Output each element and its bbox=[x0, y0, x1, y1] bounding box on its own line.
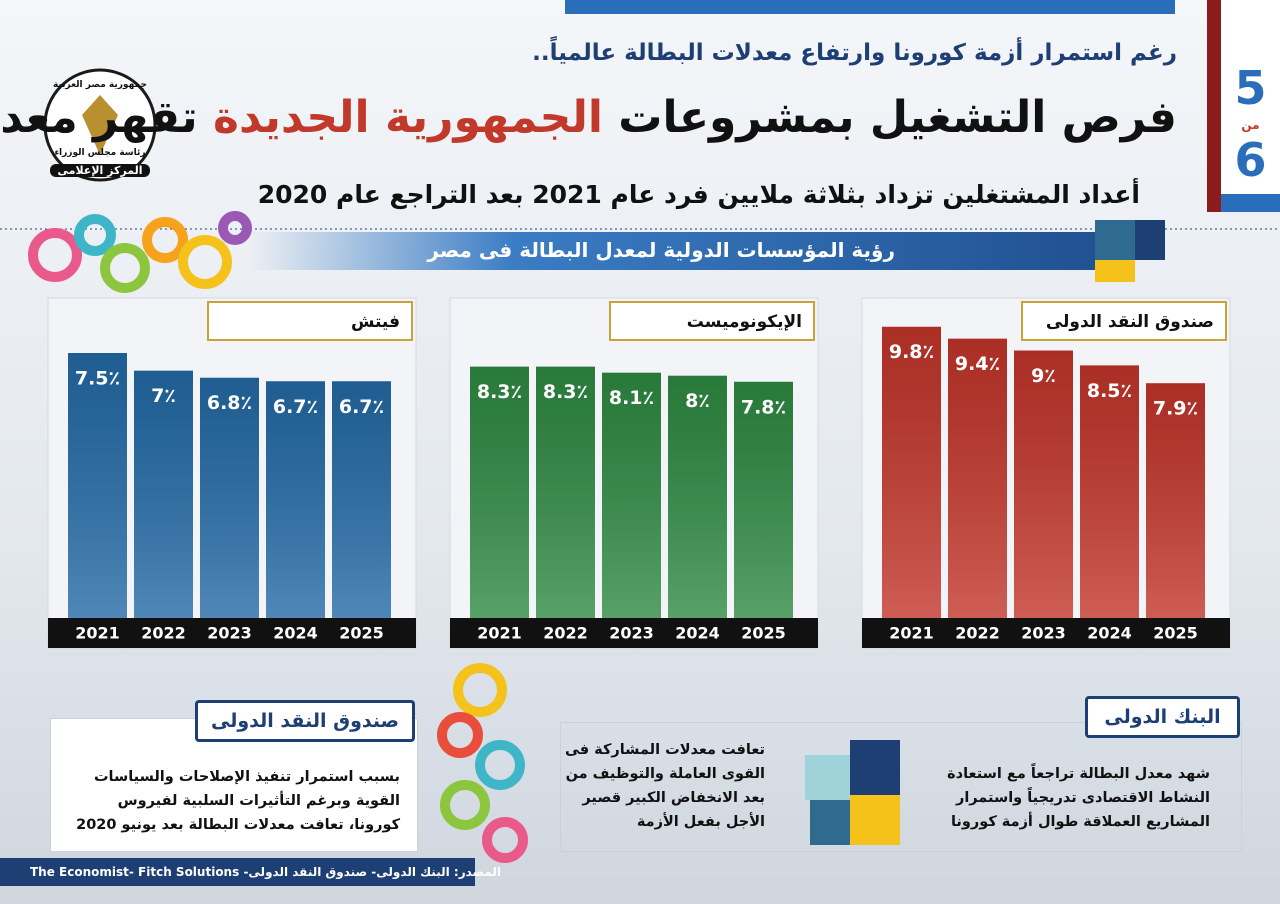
bar-shine bbox=[134, 370, 193, 618]
year-band bbox=[48, 618, 416, 648]
headline-part: فرص التشغيل بمشروعات bbox=[618, 92, 1177, 143]
headline-part: تقهر معدلات البطالة bbox=[0, 92, 198, 143]
bar-shine bbox=[1146, 383, 1205, 618]
logo-middle: رئاسة مجلس الوزراء bbox=[54, 148, 146, 158]
puzzle bbox=[805, 220, 1165, 845]
value-label: 8٪ bbox=[685, 390, 710, 412]
value-label: 9.4٪ bbox=[955, 353, 1000, 375]
wb-note-title: البنك الدولى bbox=[1085, 696, 1240, 738]
page-current: 5 bbox=[1234, 61, 1267, 115]
page-strip bbox=[1207, 0, 1221, 212]
page-box bbox=[1221, 0, 1280, 212]
section-bar bbox=[250, 232, 1130, 270]
imf-note-title: صندوق النقد الدولى bbox=[195, 700, 415, 742]
x-tick-label: 2024 bbox=[675, 624, 720, 643]
source-label: المصدر: البنك الدولى- صندوق النقد الدولى… bbox=[243, 865, 502, 879]
bar-shine bbox=[668, 375, 727, 618]
top-bar bbox=[565, 0, 1175, 14]
chart-title-box bbox=[609, 301, 815, 341]
page-foot bbox=[1221, 194, 1280, 212]
headline: فرص التشغيل بمشروعات الجمهورية الجديدة ت… bbox=[0, 92, 1177, 143]
wb-note bbox=[560, 722, 1242, 852]
bar-shine bbox=[882, 326, 941, 618]
value-label: 8.3٪ bbox=[477, 381, 522, 403]
subtitle: أعداد المشتغلين تزداد بثلاثة ملايين فرد … bbox=[257, 180, 1140, 209]
bar-shine bbox=[68, 353, 127, 618]
logo-eagle bbox=[82, 95, 118, 155]
x-tick-label: 2023 bbox=[1021, 624, 1066, 643]
value-label: 7.9٪ bbox=[1153, 398, 1198, 420]
value-label: 6.8٪ bbox=[207, 392, 252, 414]
x-tick-label: 2024 bbox=[273, 624, 318, 643]
x-tick-label: 2021 bbox=[477, 624, 522, 643]
chart-title-box bbox=[1021, 301, 1227, 341]
value-label: 7.5٪ bbox=[75, 368, 120, 390]
value-label: 9.8٪ bbox=[889, 341, 934, 363]
x-tick-label: 2021 bbox=[75, 624, 120, 643]
x-tick-label: 2024 bbox=[1087, 624, 1132, 643]
x-tick-label: 2022 bbox=[141, 624, 186, 643]
bar-shine bbox=[470, 366, 529, 618]
year-band bbox=[450, 618, 818, 648]
imf-note-text: بسبب استمرار تنفيذ الإصلاحات والسياسات ا… bbox=[76, 769, 400, 833]
bar-shine bbox=[948, 338, 1007, 618]
bar-shine bbox=[200, 377, 259, 618]
gears bbox=[28, 211, 528, 863]
chart-title: الإيكونوميست bbox=[687, 312, 802, 332]
bar-shine bbox=[1014, 350, 1073, 618]
bar-shine bbox=[536, 366, 595, 618]
page-of: من bbox=[1241, 118, 1260, 132]
value-label: 6.7٪ bbox=[339, 396, 384, 418]
bar-shine bbox=[602, 372, 661, 618]
value-label: 9٪ bbox=[1031, 365, 1056, 387]
bar-shine bbox=[1080, 365, 1139, 618]
x-tick-label: 2021 bbox=[889, 624, 934, 643]
bar-shine bbox=[734, 381, 793, 618]
chart-title: صندوق النقد الدولى bbox=[1046, 312, 1214, 332]
wb-note-text: تعافت معدلات المشاركة فى القوى العاملة و… bbox=[564, 742, 765, 830]
page-total: 6 bbox=[1234, 133, 1267, 187]
kicker: رغم استمرار أزمة كورونا وارتفاع معدلات ا… bbox=[532, 40, 1177, 66]
value-label: 8.3٪ bbox=[543, 381, 588, 403]
chart-title-box bbox=[207, 301, 413, 341]
x-tick-label: 2023 bbox=[207, 624, 252, 643]
x-tick-label: 2022 bbox=[543, 624, 588, 643]
x-tick-label: 2025 bbox=[1153, 624, 1198, 643]
source-names: The Economist- Fitch Solutions bbox=[30, 865, 240, 879]
x-tick-label: 2025 bbox=[741, 624, 786, 643]
wb-note-text: شهد معدل البطالة تراجعاً مع استعادة النش… bbox=[947, 766, 1210, 830]
value-label: 7٪ bbox=[151, 385, 176, 407]
year-band bbox=[862, 618, 1230, 648]
headline-highlight: الجمهورية الجديدة bbox=[212, 92, 603, 143]
value-label: 8.5٪ bbox=[1087, 380, 1132, 402]
value-label: 6.7٪ bbox=[273, 396, 318, 418]
value-label: 8.1٪ bbox=[609, 387, 654, 409]
logo-top: جمهورية مصر العربية bbox=[52, 80, 148, 90]
x-tick-label: 2022 bbox=[955, 624, 1000, 643]
chart-title: فيتش bbox=[351, 312, 400, 332]
source: The Economist- Fitch Solutions المصدر: ا… bbox=[0, 858, 501, 886]
x-tick-label: 2023 bbox=[609, 624, 654, 643]
logo-bottom: المركز الإعلامى bbox=[50, 164, 150, 177]
value-label: 7.8٪ bbox=[741, 396, 786, 418]
bar-shine bbox=[266, 381, 325, 618]
section-title: رؤية المؤسسات الدولية لمعدل البطالة فى م… bbox=[427, 238, 895, 262]
bar-shine bbox=[332, 381, 391, 618]
x-tick-label: 2025 bbox=[339, 624, 384, 643]
